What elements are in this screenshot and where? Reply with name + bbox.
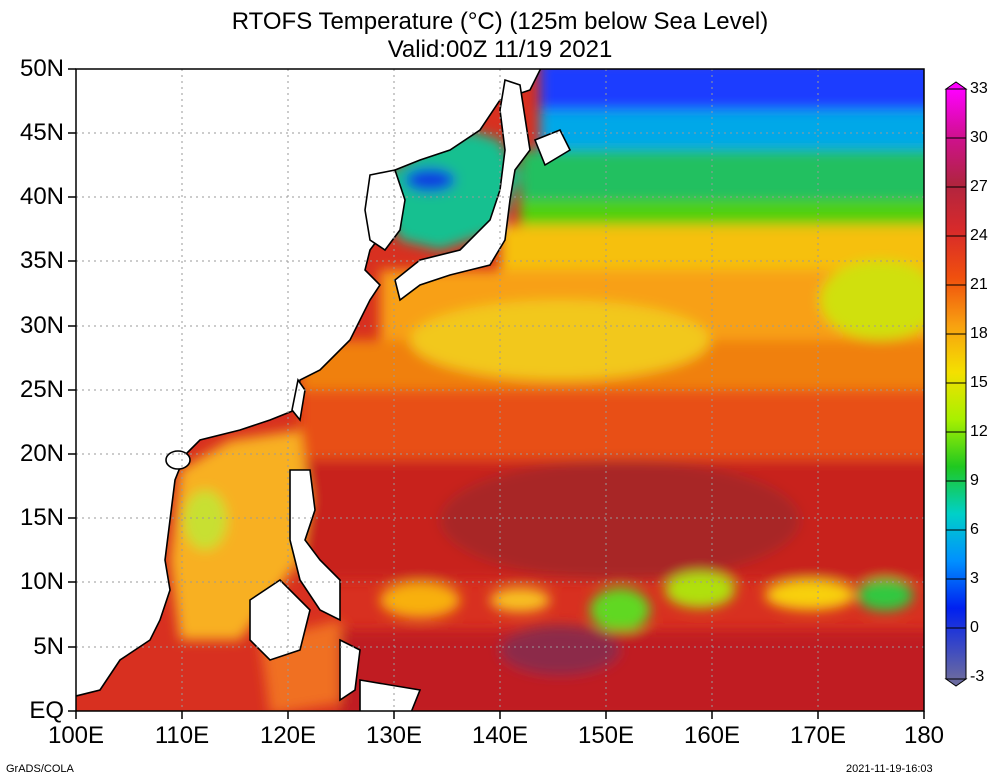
lat-label: 35N	[19, 247, 64, 274]
colorbar-label: 30	[970, 129, 988, 146]
colorbar-label: 15	[970, 374, 988, 391]
colorbar-label: 21	[970, 276, 988, 293]
ocean-field	[76, 69, 924, 711]
lat-label: 50N	[19, 55, 64, 82]
lon-label: 140E	[471, 722, 529, 749]
lon-label: 130E	[365, 722, 423, 749]
lat-label: 40N	[19, 183, 64, 210]
lat-label: 20N	[19, 440, 64, 467]
lon-label: 160E	[683, 722, 741, 749]
land	[76, 69, 572, 711]
colorbar-label: 0	[970, 619, 979, 636]
colorbar-label: 33	[970, 80, 988, 97]
colorbar-label: 3	[970, 570, 979, 587]
lon-label: 180	[903, 722, 945, 749]
colorbar-label: 27	[970, 178, 988, 195]
credit-label: GrADS/COLA	[6, 763, 74, 775]
timestamp-label: 2021-11-19-16:03	[846, 763, 933, 775]
colorbar-label: -3	[970, 668, 985, 685]
lat-label: 5N	[33, 633, 64, 660]
colorbar-label: 24	[970, 227, 988, 244]
colorbar	[944, 81, 968, 687]
lat-label: 25N	[19, 376, 64, 403]
lon-label: 150E	[577, 722, 635, 749]
axis-ticks	[68, 68, 925, 719]
lon-label: 120E	[259, 722, 317, 749]
colorbar-label: 18	[970, 325, 988, 342]
lon-label: 170E	[789, 722, 847, 749]
colorbar-label: 6	[970, 521, 979, 538]
lat-label: 45N	[19, 119, 64, 146]
colorbar-label: 9	[970, 472, 979, 489]
graticule	[76, 69, 924, 711]
lat-label: EQ	[29, 697, 64, 724]
lon-label: 110E	[154, 722, 210, 749]
map-title: RTOFS Temperature (°C) (125m below Sea L…	[231, 8, 769, 35]
lat-label: 10N	[19, 568, 64, 595]
lon-label: 100E	[47, 722, 105, 749]
lat-label: 30N	[19, 312, 64, 339]
valid-time: Valid:00Z 11/19 2021	[387, 36, 613, 63]
colorbar-label: 12	[970, 423, 988, 440]
lat-label: 15N	[19, 504, 64, 531]
